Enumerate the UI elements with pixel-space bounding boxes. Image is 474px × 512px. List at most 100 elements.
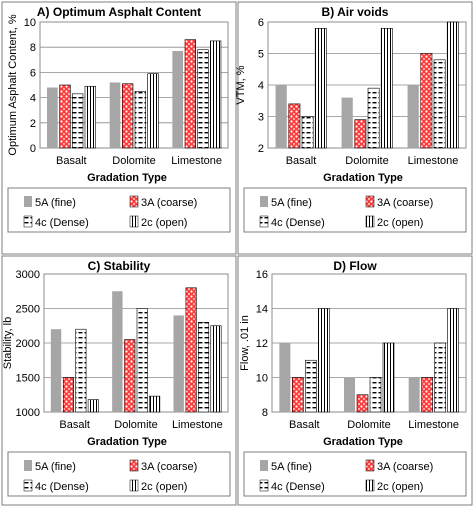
- legend-swatch-s5A: [260, 460, 268, 471]
- bar-s5A-limestone: [173, 315, 184, 412]
- y-tick-label: 4: [258, 80, 264, 92]
- bar-s2c-limestone: [446, 21, 459, 149]
- bar-s2c-dolomite: [149, 395, 161, 413]
- legend-label-s4c: 4c (Dense): [35, 481, 89, 493]
- legend-swatch-s2c: [129, 479, 139, 492]
- legend-swatch-s2c: [365, 215, 375, 228]
- legend-swatch-s3A: [365, 459, 375, 472]
- legend-swatch-s4c: [23, 479, 33, 492]
- y-tick-label: 3: [258, 112, 264, 124]
- bar-s4c-limestone: [434, 342, 446, 413]
- chart-title: D) Flow: [333, 259, 377, 273]
- y-tick-label: 14: [256, 304, 268, 316]
- legend-box: [243, 187, 467, 233]
- legend-label-s4c: 4c (Dense): [35, 217, 89, 229]
- bar-s4c-limestone: [198, 321, 210, 413]
- chart-title: C) Stability: [88, 259, 151, 273]
- bar-s2c-basalt: [318, 308, 330, 413]
- bar-s4c-basalt: [305, 359, 317, 413]
- bar-s2c-dolomite: [380, 27, 393, 149]
- y-tick-label: 1000: [16, 407, 40, 419]
- bar-s2c-dolomite: [382, 342, 395, 413]
- legend: 5A (fine) 3A (coarse) 4c (Dense) 2c (open): [243, 451, 467, 497]
- bar-s5A-limestone: [172, 50, 184, 149]
- bar-s3A-limestone: [184, 39, 196, 149]
- y-tick-label: 2000: [16, 338, 40, 350]
- bar-s3A-limestone: [420, 53, 433, 149]
- x-tick-label: Limestone: [171, 155, 222, 167]
- x-axis-label: Gradation Type: [323, 436, 403, 448]
- chart-title: A) Optimum Asphalt Content: [37, 5, 201, 19]
- bar-s2c-basalt: [314, 27, 327, 149]
- chart-panel-0: A) Optimum Asphalt Content 0 2 4 6 8 10 Optimum…: [1, 1, 237, 255]
- legend: 5A (fine) 3A (coarse) 4c (Dense) 2c (open): [7, 187, 231, 233]
- legend-swatch-s5A: [260, 196, 268, 207]
- legend-swatch-s3A: [365, 195, 375, 208]
- y-tick-label: 5: [258, 49, 264, 61]
- bar-s4c-basalt: [72, 93, 84, 149]
- bar-s5A-dolomite: [112, 291, 123, 412]
- x-tick-label: Limestone: [408, 155, 459, 167]
- x-tick-label: Dolomite: [112, 155, 155, 167]
- bar-s4c-dolomite: [136, 308, 148, 413]
- y-tick-label: 1500: [16, 373, 40, 385]
- x-tick-label: Dolomite: [114, 419, 157, 431]
- legend-swatch-s5A: [24, 460, 32, 471]
- legend-swatch-s2c: [129, 215, 139, 228]
- chart-title: B) Air voids: [322, 5, 389, 19]
- bar-s3A-basalt: [288, 103, 301, 149]
- legend-label-s5A: 5A (fine): [35, 461, 76, 473]
- legend-label-s3A: 3A (coarse): [377, 461, 433, 473]
- x-axis-label: Gradation Type: [87, 436, 167, 448]
- y-axis-label: Stability, lb: [2, 317, 14, 369]
- legend-label-s4c: 4c (Dense): [271, 481, 325, 493]
- legend-label-s2c: 2c (open): [377, 217, 423, 229]
- legend-label-s2c: 2c (open): [377, 481, 423, 493]
- legend-label-s2c: 2c (open): [141, 217, 187, 229]
- y-tick-label: 3000: [16, 269, 40, 281]
- bar-s3A-basalt: [59, 84, 71, 149]
- bar-s5A-limestone: [408, 377, 420, 412]
- bar-s4c-limestone: [433, 59, 446, 149]
- legend-swatch-s3A: [129, 459, 139, 472]
- x-axis-label: Gradation Type: [87, 172, 167, 184]
- x-tick-label: Limestone: [408, 419, 459, 431]
- legend-label-s2c: 2c (open): [141, 481, 187, 493]
- bar-s3A-limestone: [185, 287, 197, 413]
- legend-swatch-s4c: [23, 215, 33, 228]
- bar-s2c-dolomite: [147, 73, 159, 149]
- x-tick-label: Limestone: [172, 419, 223, 431]
- legend-swatch-s3A: [129, 195, 139, 208]
- legend-label-s3A: 3A (coarse): [141, 461, 197, 473]
- legend-swatch-s4c: [259, 479, 269, 492]
- bar-s5A-basalt: [50, 329, 62, 412]
- legend-box: [243, 451, 467, 497]
- y-tick-label: 2500: [16, 304, 40, 316]
- legend: 5A (fine) 3A (coarse) 4c (Dense) 2c (open): [243, 187, 467, 233]
- legend-label-s3A: 3A (coarse): [141, 197, 197, 209]
- bar-s3A-basalt: [292, 377, 304, 413]
- y-tick-label: 12: [256, 338, 268, 350]
- bar-s4c-basalt: [75, 328, 87, 413]
- bar-s5A-basalt: [275, 85, 287, 148]
- bar-s2c-limestone: [210, 325, 222, 413]
- y-tick-label: 16: [256, 269, 268, 281]
- bar-s5A-basalt: [279, 343, 291, 412]
- legend-label-s5A: 5A (fine): [271, 197, 312, 209]
- x-tick-label: Basalt: [286, 155, 317, 167]
- y-tick-label: 2: [258, 143, 264, 155]
- bar-s3A-limestone: [421, 377, 433, 413]
- bar-s2c-limestone: [210, 40, 222, 149]
- legend-label-s5A: 5A (fine): [35, 197, 76, 209]
- x-tick-label: Basalt: [56, 155, 87, 167]
- y-tick-label: 0: [30, 143, 36, 155]
- legend-swatch-s2c: [365, 479, 375, 492]
- bar-s3A-dolomite: [354, 119, 367, 149]
- y-axis-label: VTM, %: [235, 65, 247, 104]
- y-tick-label: 6: [30, 67, 36, 79]
- bar-s4c-limestone: [197, 49, 209, 149]
- bar-s4c-dolomite: [369, 377, 382, 413]
- y-tick-label: 8: [262, 407, 268, 419]
- bar-s3A-dolomite: [122, 83, 134, 149]
